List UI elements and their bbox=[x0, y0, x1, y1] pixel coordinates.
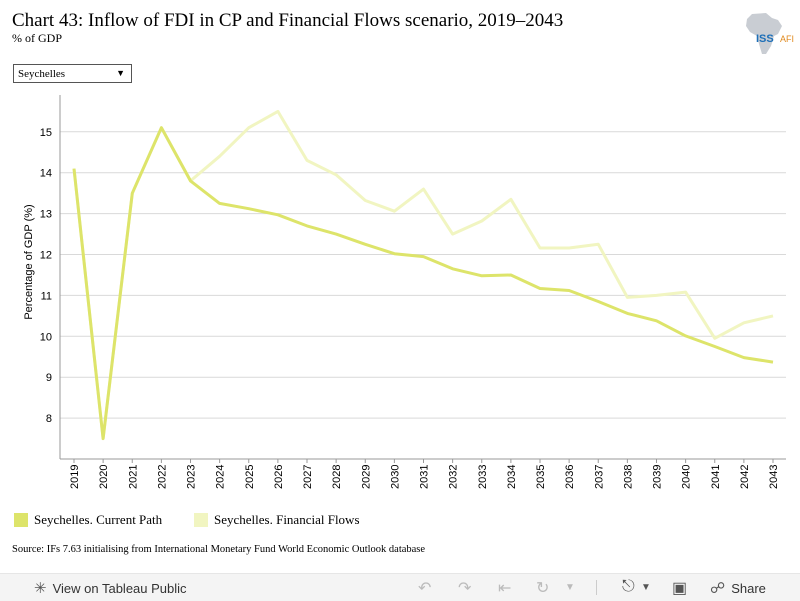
toolbar-divider bbox=[596, 580, 597, 595]
legend-item-current-path[interactable]: Seychelles. Current Path bbox=[14, 510, 162, 530]
logo-text-accent: AFI bbox=[780, 34, 794, 44]
view-on-tableau-button[interactable]: ✳ View on Tableau Public bbox=[34, 579, 187, 597]
country-select-value: Seychelles bbox=[18, 68, 66, 80]
x-tick-label: 2035 bbox=[535, 465, 547, 489]
legend-swatch-current-path bbox=[14, 513, 28, 527]
x-tick-label: 2023 bbox=[186, 465, 198, 489]
view-on-tableau-label: View on Tableau Public bbox=[52, 580, 187, 596]
x-tick-label: 2019 bbox=[69, 465, 81, 489]
y-tick-label: 12 bbox=[40, 250, 52, 262]
legend: Seychelles. Current Path Seychelles. Fin… bbox=[0, 510, 800, 534]
y-axis-label: Percentage of GDP (%) bbox=[23, 204, 35, 319]
fullscreen-icon[interactable]: ▣ bbox=[672, 580, 688, 597]
iss-africa-logo: ISS AFI bbox=[746, 13, 794, 54]
x-tick-label: 2038 bbox=[622, 465, 634, 489]
x-tick-label: 2043 bbox=[768, 465, 780, 489]
refresh-icon[interactable]: ↻ bbox=[536, 580, 550, 597]
x-tick-label: 2030 bbox=[389, 465, 401, 489]
tableau-logo-icon: ✳ bbox=[34, 580, 47, 597]
x-tick-label: 2027 bbox=[302, 465, 314, 489]
y-tick-label: 15 bbox=[40, 127, 52, 139]
x-tick-label: 2033 bbox=[477, 465, 489, 489]
share-icon: ☍ bbox=[710, 580, 726, 597]
africa-map-icon bbox=[746, 13, 782, 54]
legend-item-financial-flows[interactable]: Seychelles. Financial Flows bbox=[194, 510, 360, 530]
source-note: Source: IFs 7.63 initialising from Inter… bbox=[12, 544, 426, 555]
x-tick-label: 2032 bbox=[448, 465, 460, 489]
x-tick-label: 2036 bbox=[564, 465, 576, 489]
chevron-down-icon: ▼ bbox=[116, 68, 125, 78]
y-tick-label: 9 bbox=[46, 372, 52, 384]
redo-icon[interactable]: ↷ bbox=[458, 580, 472, 597]
x-tick-label: 2029 bbox=[360, 465, 372, 489]
undo-icon[interactable]: ↶ bbox=[418, 580, 432, 597]
legend-label-current-path: Seychelles. Current Path bbox=[34, 512, 163, 527]
x-tick-label: 2020 bbox=[98, 465, 110, 489]
country-select[interactable]: Seychelles ▼ bbox=[13, 64, 132, 83]
share-button[interactable]: ☍ Share bbox=[710, 579, 766, 597]
x-tick-label: 2039 bbox=[652, 465, 664, 489]
x-tick-label: 2022 bbox=[156, 465, 168, 489]
legend-label-financial-flows: Seychelles. Financial Flows bbox=[214, 512, 360, 527]
x-tick-label: 2042 bbox=[739, 465, 751, 489]
series-line-current-path bbox=[72, 126, 774, 441]
logo-text-main: ISS bbox=[756, 33, 774, 45]
x-tick-label: 2024 bbox=[215, 465, 227, 489]
x-tick-label: 2037 bbox=[593, 465, 605, 489]
tableau-toolbar: ✳ View on Tableau Public ↶ ↷ ⇤ ↻ ▼ ⎋ ▼ ▣… bbox=[0, 573, 800, 601]
y-tick-labels: 8 9 10 11 12 13 14 15 bbox=[40, 127, 52, 425]
y-tick-label: 11 bbox=[41, 290, 52, 302]
chart-title: Chart 43: Inflow of FDI in CP and Financ… bbox=[12, 10, 564, 31]
x-tick-label: 2040 bbox=[681, 465, 693, 489]
download-dropdown-icon[interactable]: ▼ bbox=[641, 582, 651, 593]
x-tick-label: 2025 bbox=[244, 465, 256, 489]
x-tick-label: 2028 bbox=[331, 465, 343, 489]
x-tick-label: 2031 bbox=[419, 465, 431, 489]
x-tick-label: 2041 bbox=[710, 465, 722, 489]
legend-swatch-financial-flows bbox=[194, 513, 208, 527]
chart-subtitle: % of GDP bbox=[12, 31, 62, 45]
y-tick-label: 14 bbox=[40, 168, 52, 180]
grid-lines bbox=[60, 131, 786, 419]
pause-dropdown-icon[interactable]: ▼ bbox=[565, 582, 575, 593]
y-tick-label: 8 bbox=[46, 413, 52, 425]
y-tick-label: 13 bbox=[40, 209, 52, 221]
download-icon[interactable]: ⎋ bbox=[622, 578, 635, 595]
share-label: Share bbox=[731, 580, 766, 596]
revert-icon[interactable]: ⇤ bbox=[498, 580, 512, 597]
y-tick-label: 10 bbox=[40, 331, 52, 343]
x-tick-label: 2021 bbox=[127, 465, 139, 489]
x-tick-labels: 2019 2020 2021 2022 2023 2024 2025 2026 2027 2028… bbox=[69, 459, 780, 489]
x-tick-label: 2034 bbox=[506, 465, 518, 489]
x-tick-label: 2026 bbox=[273, 465, 285, 489]
series-lines bbox=[72, 109, 774, 441]
